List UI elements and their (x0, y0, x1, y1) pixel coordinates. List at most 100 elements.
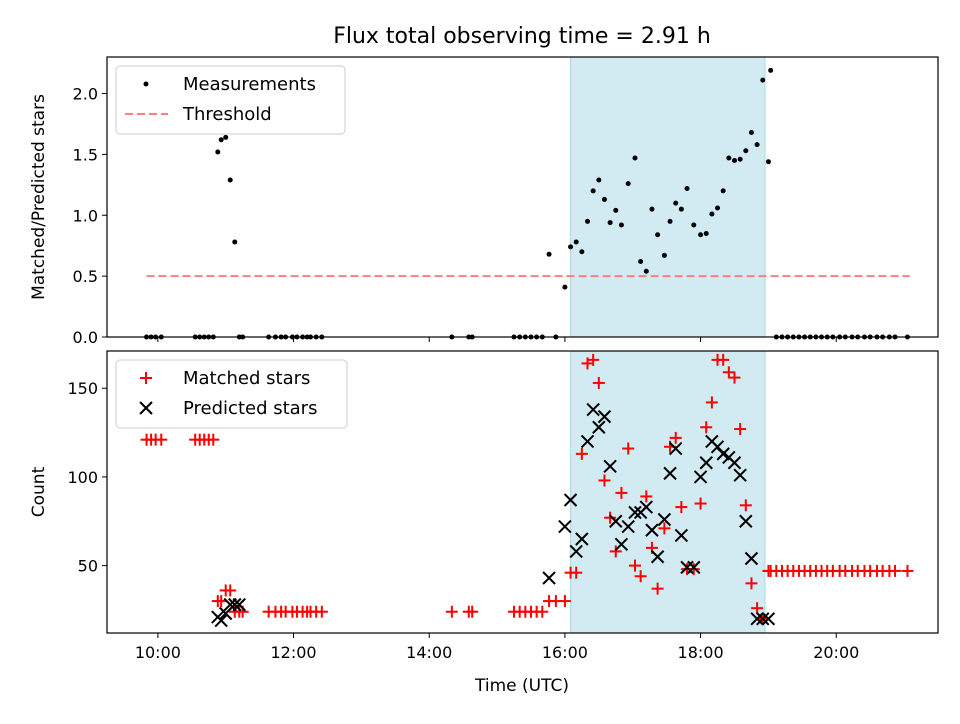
panel1-legend: Measurements Threshold (115, 65, 346, 135)
panel1-ytick-label: 2.0 (73, 85, 98, 104)
panel1-point (760, 77, 766, 83)
panel1-observing-window (570, 56, 766, 338)
panel2-point-b (710, 440, 725, 454)
panel1-point (673, 200, 679, 206)
panel2-point-b (639, 500, 654, 514)
panel1-point (618, 222, 624, 228)
panel2-point-b (228, 597, 242, 612)
panel2-point (657, 512, 672, 527)
panel2-point-b (645, 523, 659, 537)
panel2-point (750, 612, 764, 626)
panel2-point (705, 396, 718, 409)
panel2-point-b (558, 519, 572, 534)
panel1-legend-label: Threshold (182, 104, 272, 125)
panel1-point (703, 231, 709, 237)
panel2-point (558, 519, 572, 534)
panel1-y-axis-label: Matched/Predicted stars (29, 94, 49, 300)
panel1-ytick-label: 0.5 (73, 267, 98, 286)
panel2-point-b (761, 612, 776, 626)
panel2-point (224, 584, 237, 597)
panel2-point (739, 499, 752, 512)
panel2-point (622, 442, 635, 455)
panel2-series-1 (140, 353, 914, 625)
panel1-point (731, 157, 737, 163)
panel2-point-b (756, 612, 770, 626)
panel2-point-b (716, 447, 730, 461)
panel2-point-b (580, 434, 595, 449)
panel2-point (645, 523, 659, 537)
panel1-point (748, 129, 754, 135)
panel2-point (466, 605, 479, 618)
panel2-point (604, 511, 617, 524)
panel1-ytick-label: 1.0 (73, 206, 98, 225)
panel2-point (675, 501, 688, 514)
panel1-frame (106, 56, 939, 338)
panel2-legend: Matched stars Predicted stars (115, 359, 348, 429)
panel2-point (700, 421, 713, 434)
panel2-point (674, 528, 689, 543)
xtick-label: 10:00 (135, 643, 181, 662)
panel1-point (223, 134, 229, 140)
panel1-point (613, 207, 619, 213)
panel2-point-b (674, 528, 689, 543)
panel1-point (667, 218, 673, 224)
panel2-legend-key-b (139, 401, 153, 415)
panel2-point-b (744, 551, 759, 566)
panel2-point (722, 366, 735, 379)
panel1-point (579, 249, 585, 255)
panel1-point (601, 196, 607, 202)
panel2-point-b (586, 402, 600, 417)
panel2-point (733, 468, 747, 482)
panel2-point-b (597, 409, 612, 424)
panel2-point (592, 376, 605, 389)
xtick-label: 12:00 (270, 643, 316, 662)
panel2-point (315, 605, 328, 618)
panel1-point (726, 155, 732, 161)
panel2-point (603, 459, 617, 473)
panel2-point-b (733, 468, 747, 482)
panel1-point (585, 218, 591, 224)
panel2-point (728, 371, 741, 384)
panel2-point-b (687, 560, 701, 575)
xtick-label: 16:00 (542, 643, 588, 662)
panel2-point (228, 597, 242, 612)
panel2-point (628, 559, 641, 572)
panel2-point (214, 613, 228, 628)
panel1-point (661, 252, 667, 258)
panel1-point (715, 205, 721, 211)
panel2-point (621, 519, 635, 534)
panel1-point (691, 222, 697, 228)
panel1-point (709, 211, 715, 217)
panel2-point (650, 550, 665, 564)
panel1-point (678, 206, 684, 212)
panel2-point (563, 493, 578, 507)
panel2-observing-window (570, 350, 766, 634)
panel2-point (155, 433, 168, 446)
panel2-legend-key (139, 401, 153, 415)
panel2-point-b (542, 571, 556, 585)
chart-title: Flux total observing time = 2.91 h (333, 24, 711, 49)
panel2-point (751, 602, 764, 615)
panel2-point (744, 551, 759, 566)
panel2-legend-key (140, 372, 152, 384)
panel2-y-axis-label: Count (29, 466, 49, 517)
panel2-point (745, 577, 758, 590)
panel2-point (575, 532, 589, 546)
panel2-point (756, 612, 770, 626)
panel2-point (569, 544, 583, 559)
panel2-point-b (569, 544, 583, 559)
panel2-point-b (614, 537, 629, 552)
panel2-point (575, 447, 588, 460)
panel1-point (562, 284, 568, 290)
panel1-point (768, 67, 774, 73)
panel2-point-b (232, 597, 246, 612)
panel2-point (558, 595, 571, 608)
panel1-point (743, 148, 749, 154)
panel2-point (687, 560, 701, 575)
panel2-point (663, 466, 677, 481)
panel2-point (710, 440, 725, 454)
panel2-point (734, 423, 747, 436)
panel1-point (632, 155, 638, 161)
panel2-point (640, 490, 653, 503)
panel2-point-b (699, 456, 713, 470)
